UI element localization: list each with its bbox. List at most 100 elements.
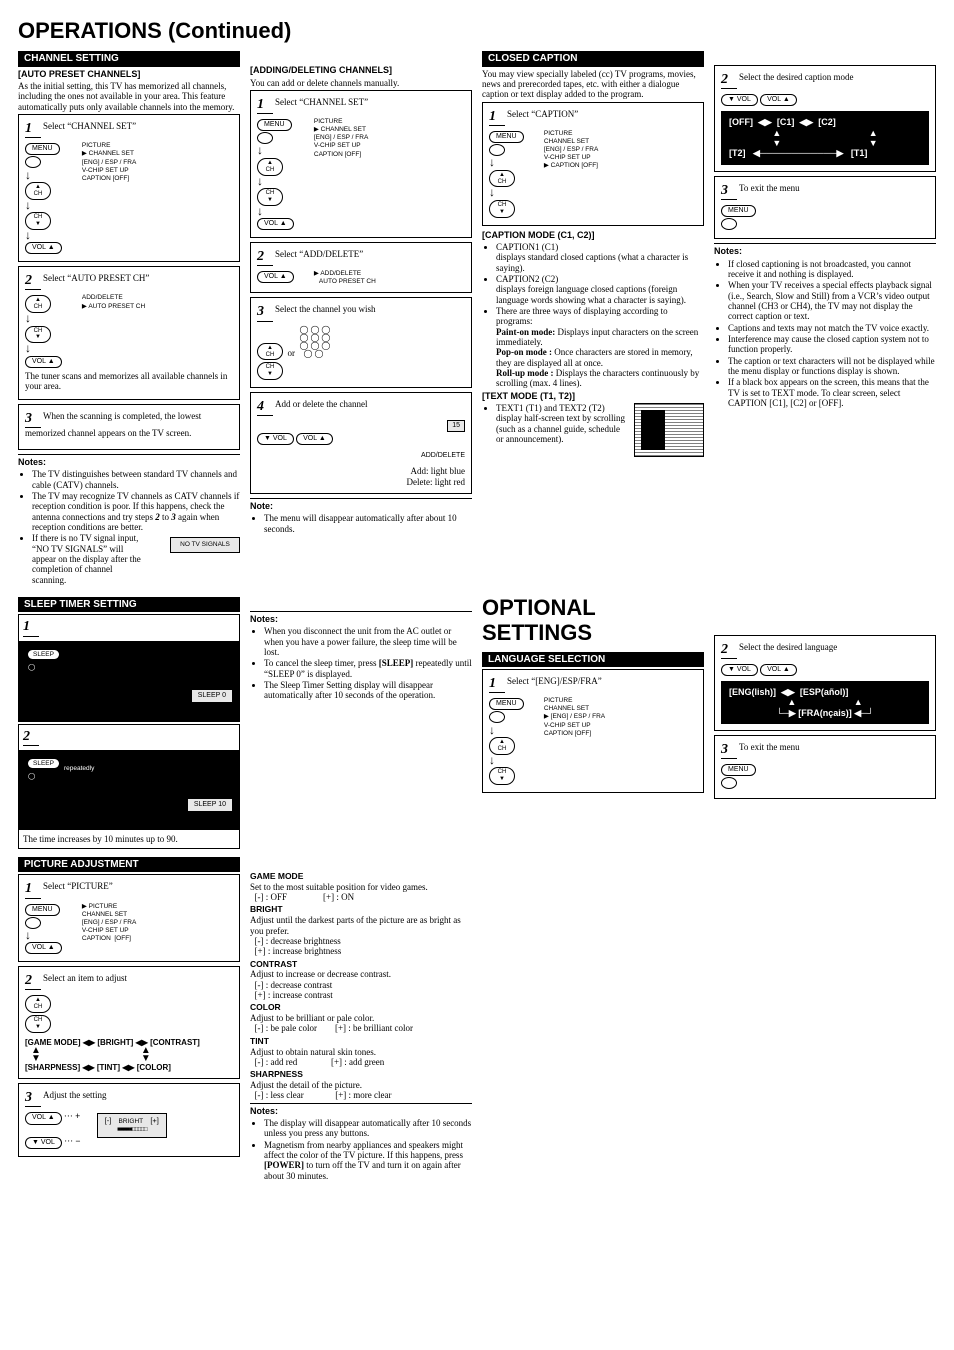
vol-up-button[interactable]: VOL ▲	[257, 271, 294, 283]
vol-up-button[interactable]: VOL ▲	[25, 356, 62, 368]
caption-mode-list: CAPTION1 (C1)displays standard closed ca…	[496, 242, 704, 389]
ch-up-button[interactable]: ▲CH	[489, 737, 515, 755]
ch-down-button[interactable]: CH▼	[489, 767, 515, 785]
ch-up-button[interactable]: ▲CH	[257, 343, 283, 361]
gm-plus: [+] : ON	[323, 892, 354, 902]
vol-up-button[interactable]: VOL ▲	[296, 433, 333, 445]
sleep-step2-box: 2 SLEEP ◯ repeatedly SLEEP 10 The time i…	[18, 724, 240, 849]
osd-menu-a2: ▶ ADD/DELETE AUTO PRESET CH	[314, 270, 376, 286]
pic-s1: Select “PICTURE”	[43, 881, 113, 891]
step-num: 3	[721, 742, 737, 759]
menu-button[interactable]: MENU	[489, 131, 524, 143]
note-item: If closed captioning is not broadcasted,…	[728, 259, 936, 280]
bar-picture: PICTURE ADJUSTMENT	[18, 857, 240, 873]
round-button-icon	[25, 156, 41, 168]
vol-dn-button[interactable]: ▼ VOL	[721, 94, 758, 106]
menu-button[interactable]: MENU	[721, 764, 756, 776]
sleep-osd-10: SLEEP 10	[188, 799, 232, 811]
add-s3: Select the channel you wish	[275, 304, 375, 314]
menu-button[interactable]: MENU	[25, 904, 60, 916]
vol-dn-button[interactable]: ▼ VOL	[721, 664, 758, 676]
add-note: Note: The menu will disappear automatica…	[250, 498, 472, 534]
menu-button[interactable]: MENU	[721, 205, 756, 217]
step-num: 1	[25, 121, 41, 138]
text-mode-body: TEXT1 (T1) and TEXT2 (T2) display half-s…	[482, 403, 704, 459]
auto-step3-box: 3When the scanning is completed, the low…	[18, 404, 240, 449]
half-screen-icon	[634, 403, 704, 457]
sh-h: SHARPNESS	[250, 1069, 303, 1079]
sleep-button[interactable]: SLEEP	[28, 759, 59, 768]
add-step2-box: 2Select “ADD/DELETE” VOL ▲ ▶ ADD/DELETE …	[250, 242, 472, 293]
round-button-icon	[257, 132, 273, 144]
osd-cc: PICTURE CHANNEL SET [ENG] / ESP / FRA V-…	[544, 130, 598, 171]
note-item: The display will disappear automatically…	[264, 1118, 472, 1139]
auto-notes: Notes: The TV distinguishes between stan…	[18, 454, 240, 585]
br-t: Adjust until the darkest parts of the pi…	[250, 915, 461, 935]
sleep-button[interactable]: SLEEP	[28, 650, 59, 659]
ch-up-button[interactable]: ▲CH	[257, 158, 283, 176]
step-num: 3	[25, 1090, 41, 1107]
arrow-down-icon: ↓	[25, 345, 31, 351]
pic-step1-box: 1Select “PICTURE” MENU ↓ VOL ▲ ▶ PICTURE…	[18, 874, 240, 962]
note-item: When you disconnect the unit from the AC…	[264, 626, 472, 657]
sleep-step1-box: 1 SLEEP ◯ SLEEP 0	[18, 614, 240, 721]
menu-button[interactable]: MENU	[25, 143, 60, 155]
cc-step3-box: 3To exit the menu MENU	[714, 176, 936, 239]
col-channel-auto: CHANNEL SETTING [AUTO PRESET CHANNELS] A…	[18, 49, 240, 587]
row-2: SLEEP TIMER SETTING 1 SLEEP ◯ SLEEP 0 2 …	[18, 595, 936, 849]
vol-dn-button[interactable]: ▼ VOL	[25, 1137, 62, 1149]
round-button-icon	[25, 917, 41, 929]
ch-down-button[interactable]: CH▼	[257, 362, 283, 380]
osd-lang: PICTURE CHANNEL SET ▶ [ENG] / ESP / FRA …	[544, 697, 605, 738]
bar-channel-setting: CHANNEL SETTING	[18, 51, 240, 67]
notes-heading: Notes:	[250, 1103, 472, 1116]
br-plus: [+] : increase brightness	[255, 946, 342, 956]
note-item: The Sleep Timer Setting display will dis…	[264, 680, 472, 701]
menu-button[interactable]: MENU	[489, 698, 524, 710]
col-sleep-2: Notes: When you disconnect the unit from…	[250, 595, 472, 849]
arrow-down-icon: ↓	[25, 932, 31, 938]
pic-s2: Select an item to adjust	[43, 973, 127, 983]
ch-down-button[interactable]: CH▼	[25, 1015, 51, 1033]
step-num: 4	[257, 399, 273, 416]
col-empty-3	[482, 855, 704, 1183]
caption-flow: [OFF] ◀▶ [C1] ◀▶ [C2] ▲ ▲ ▼ ▼ [T2] ◀────…	[721, 111, 929, 164]
ch-down-button[interactable]: CH▼	[489, 200, 515, 218]
vol-up-button[interactable]: VOL ▲	[760, 664, 797, 676]
pic-s3: Adjust the setting	[43, 1090, 107, 1100]
vol-up-button[interactable]: VOL ▲	[257, 218, 294, 230]
sleep-repeat-label: repeatedly	[64, 765, 94, 772]
arrow-down-icon: ↓	[489, 757, 495, 763]
list-item: CAPTION1 (C1)displays standard closed ca…	[496, 242, 704, 273]
col-cc-left: CLOSED CAPTION You may view specially la…	[482, 49, 704, 587]
lang-s2: Select the desired language	[739, 642, 837, 652]
vol-up-button[interactable]: VOL ▲	[760, 94, 797, 106]
arrow-down-icon: ↓	[489, 727, 495, 733]
arrow-down-icon: ↓	[257, 178, 263, 184]
list-item: There are three ways of displaying accor…	[496, 306, 704, 389]
cc-intro: You may view specially labeled (cc) TV p…	[482, 69, 704, 100]
round-button-icon	[721, 218, 737, 230]
auto-preset-heading: [AUTO PRESET CHANNELS]	[18, 69, 240, 79]
text-mode-h: [TEXT MODE (T1, T2)]	[482, 391, 704, 401]
arrow-down-icon: ↓	[257, 147, 263, 153]
vol-dn-button[interactable]: ▼ VOL	[257, 433, 294, 445]
vol-up-button[interactable]: VOL ▲	[25, 942, 62, 954]
vol-up-button[interactable]: VOL ▲	[25, 1112, 62, 1124]
page-title: OPERATIONS (Continued)	[18, 18, 936, 43]
sh-t: Adjust the detail of the picture.	[250, 1080, 362, 1090]
sleep-inc: The time increases by 10 minutes up to 9…	[19, 832, 239, 846]
osd-picture: ▶ PICTURE CHANNEL SET [ENG] / ESP / FRA …	[82, 903, 136, 944]
arrow-down-icon: ↓	[25, 315, 31, 321]
cc-s3: To exit the menu	[739, 183, 800, 193]
osd-menu-1: PICTURE ▶ CHANNEL SET [ENG] / ESP / FRA …	[82, 142, 136, 183]
pic-row-2: [SHARPNESS] ◀▶ [TINT] ◀▶ [COLOR]	[25, 1063, 233, 1072]
ch-up-button[interactable]: ▲CH	[25, 995, 51, 1013]
co-h: CONTRAST	[250, 959, 297, 969]
sleep-round-icon: ◯	[28, 773, 35, 780]
cc-s2: Select the desired caption mode	[739, 72, 853, 82]
vol-up-button[interactable]: VOL ▲	[25, 242, 62, 254]
menu-button[interactable]: MENU	[257, 119, 292, 131]
sh-plus: [+] : more clear	[335, 1090, 391, 1100]
gm-t: Set to the most suitable position for vi…	[250, 882, 428, 892]
